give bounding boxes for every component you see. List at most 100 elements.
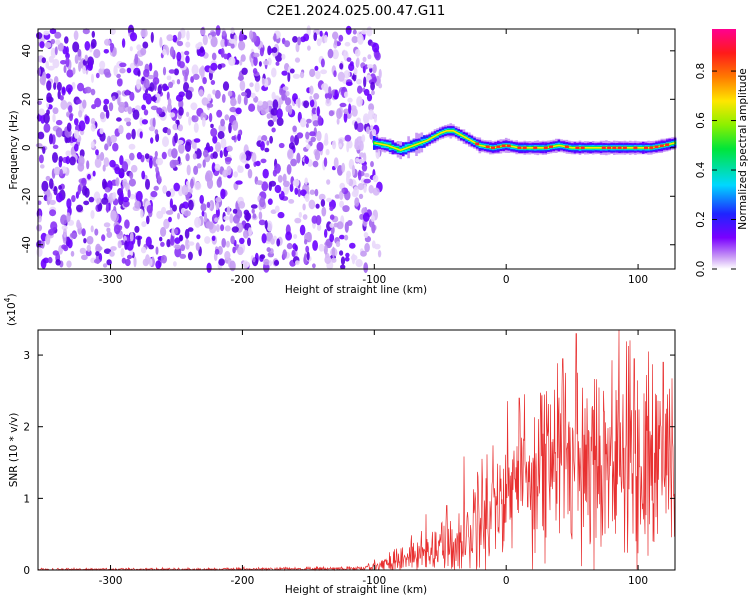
noise-speckle	[356, 57, 360, 67]
noise-speckle	[343, 111, 348, 123]
noise-speckle	[146, 215, 150, 225]
noise-speckle	[60, 214, 68, 225]
noise-speckle	[232, 120, 239, 131]
y-tick-label: 0	[23, 565, 30, 577]
noise-speckle	[163, 85, 170, 91]
noise-speckle	[311, 215, 318, 224]
noise-speckle	[211, 52, 217, 61]
noise-speckle	[133, 256, 137, 268]
noise-speckle	[56, 81, 62, 92]
noise-speckle	[214, 89, 221, 99]
noise-speckle	[181, 184, 189, 196]
noise-speckle	[90, 141, 95, 149]
noise-speckle	[232, 208, 238, 214]
noise-speckle	[129, 193, 135, 200]
noise-speckle	[205, 170, 213, 182]
noise-speckle	[178, 61, 185, 69]
noise-speckle	[145, 254, 150, 265]
noise-speckle	[103, 157, 110, 167]
noise-speckle	[118, 171, 125, 179]
noise-speckle	[160, 254, 167, 264]
noise-speckle	[69, 113, 73, 122]
noise-speckle	[49, 209, 57, 217]
noise-speckle	[260, 141, 265, 151]
noise-speckle	[154, 150, 158, 158]
noise-speckle	[174, 132, 178, 144]
noise-speckle	[186, 164, 191, 176]
noise-speckle	[129, 46, 133, 52]
track-peak-cell	[633, 146, 638, 150]
noise-speckle	[316, 106, 320, 117]
noise-speckle	[228, 38, 236, 44]
noise-speckle	[338, 34, 344, 42]
noise-speckle	[42, 146, 46, 154]
noise-speckle	[257, 100, 264, 106]
noise-speckle	[215, 224, 220, 233]
noise-speckle	[186, 30, 190, 41]
noise-speckle	[214, 163, 221, 171]
noise-speckle	[249, 82, 254, 88]
noise-speckle	[270, 238, 275, 245]
noise-speckle	[203, 212, 208, 223]
noise-speckle	[168, 216, 172, 223]
noise-speckle	[261, 77, 265, 86]
noise-speckle	[137, 60, 144, 67]
noise-speckle	[86, 235, 94, 245]
noise-speckle	[258, 219, 266, 226]
noise-speckle	[358, 193, 364, 199]
noise-speckle	[318, 243, 325, 252]
noise-speckle	[324, 34, 328, 43]
noise-speckle	[154, 93, 161, 104]
noise-speckle	[48, 55, 54, 63]
noise-speckle	[192, 73, 200, 80]
noise-speckle	[116, 73, 121, 79]
noise-speckle	[217, 63, 222, 70]
colorbar-tick-label: 0.6	[695, 112, 707, 129]
track-peak-cell	[622, 146, 627, 150]
noise-speckle	[60, 99, 68, 110]
noise-speckle	[230, 235, 235, 245]
noise-speckle	[326, 179, 331, 185]
noise-speckle	[129, 231, 134, 242]
noise-speckle	[177, 124, 183, 132]
noise-speckle	[141, 221, 147, 228]
noise-speckle	[88, 196, 95, 203]
noise-speckle	[354, 49, 361, 57]
noise-speckle	[318, 193, 326, 201]
spectrogram-frame	[37, 28, 676, 270]
noise-speckle	[167, 103, 172, 113]
noise-speckle	[139, 117, 144, 126]
track-peak-cell	[506, 144, 511, 148]
snr-x-ticks: -300 -200 -100 0 100	[99, 330, 648, 587]
noise-speckle	[312, 160, 319, 168]
noise-speckle	[363, 178, 371, 184]
noise-speckle	[90, 123, 96, 132]
noise-speckle	[134, 53, 139, 65]
noise-speckle	[186, 111, 190, 118]
track-peak-cell	[665, 143, 670, 147]
noise-speckle	[87, 173, 91, 180]
noise-speckle	[114, 166, 121, 175]
noise-speckle	[241, 91, 247, 97]
noise-speckle	[216, 177, 222, 188]
noise-speckle	[141, 119, 148, 125]
track-peak-cell	[501, 144, 506, 148]
noise-speckle	[67, 239, 73, 249]
noise-speckle	[282, 173, 287, 183]
noise-speckle	[193, 138, 201, 143]
noise-speckle	[224, 38, 228, 47]
noise-speckle	[372, 42, 380, 53]
noise-speckle	[102, 263, 108, 268]
noise-speckle	[361, 134, 366, 143]
noise-speckle	[94, 258, 101, 264]
noise-speckle	[345, 252, 350, 258]
track-peak-cell	[475, 142, 480, 146]
noise-speckle	[134, 225, 140, 233]
noise-speckle	[201, 210, 205, 217]
noise-speckle	[366, 64, 374, 69]
noise-speckle	[309, 99, 315, 108]
noise-speckle	[106, 259, 112, 266]
noise-speckle	[140, 246, 147, 254]
noise-speckle	[77, 48, 82, 57]
track-peak-cell	[644, 146, 648, 150]
